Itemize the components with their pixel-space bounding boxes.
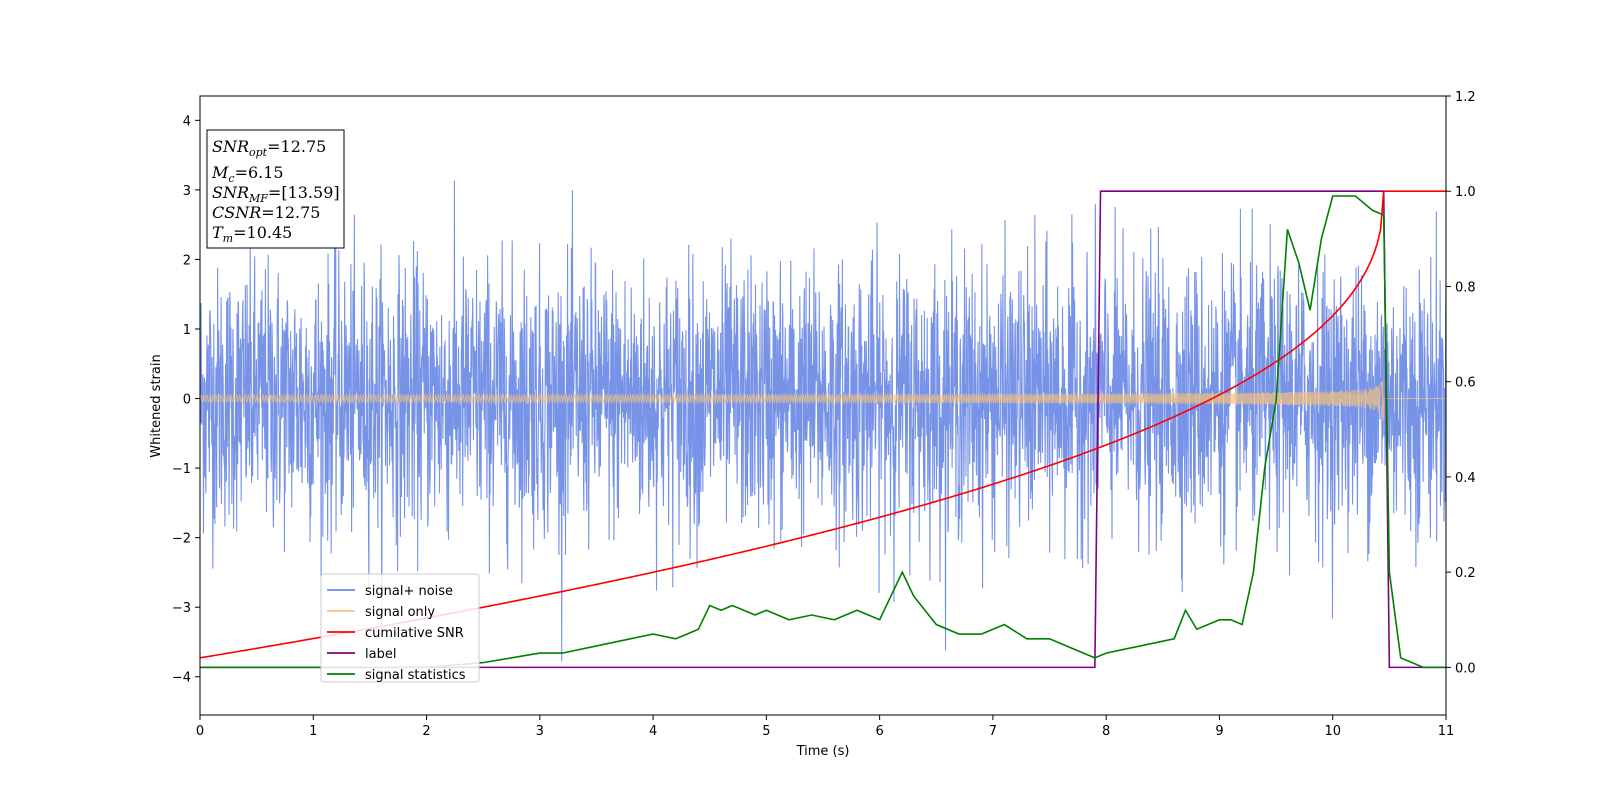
- x-tick-label-9: 9: [1215, 724, 1223, 739]
- series-signal-noise: [200, 180, 1446, 662]
- legend-label-3: label: [365, 647, 396, 662]
- info-box: SNRopt=12.75 Mc=6.15 SNRMF=[13.59] CSNR=…: [206, 129, 345, 249]
- x-tick-label-6: 6: [875, 724, 883, 739]
- y2-tick-label-6: 1.2: [1455, 90, 1476, 105]
- y-tick-label-7: 3: [183, 184, 191, 199]
- y-tick-label-1: −3: [172, 601, 191, 616]
- info-snr-mf: SNRMF=[13.59]: [212, 183, 340, 205]
- legend-label-1: signal only: [365, 605, 435, 620]
- info-mc: Mc=6.15: [211, 163, 284, 185]
- legend-frame: [320, 573, 480, 683]
- series-signal-statistics: [200, 195, 1446, 669]
- y2-tick-label-0: 0.0: [1455, 661, 1476, 676]
- y-tick-label-4: 0: [183, 393, 191, 408]
- legend-label-2: cumilative SNR: [365, 626, 464, 641]
- y-tick-label-3: −1: [172, 462, 191, 477]
- y2-tick-label-4: 0.8: [1455, 280, 1476, 295]
- series-signal-only: [200, 380, 1446, 422]
- legend-label-4: signal statistics: [365, 668, 466, 683]
- y2-tick-label-3: 0.6: [1455, 376, 1476, 391]
- series-label: [200, 190, 1446, 669]
- y-tick-label-5: 1: [183, 323, 191, 338]
- y2-tick-label-1: 0.2: [1455, 566, 1476, 581]
- x-tick-label-4: 4: [649, 724, 657, 739]
- x-tick-label-11: 11: [1438, 724, 1455, 739]
- info-csnr: CSNR=12.75: [212, 203, 320, 222]
- y-tick-label-6: 2: [183, 253, 191, 268]
- info-box-frame: [206, 129, 345, 249]
- y-tick-label-0: −4: [172, 671, 191, 686]
- info-snr-opt: SNRopt=12.75: [212, 137, 326, 159]
- legend: signal+ noise signal only cumilative SNR la…: [320, 573, 480, 683]
- legend-label-0: signal+ noise: [365, 584, 453, 599]
- x-tick-label-10: 10: [1324, 724, 1341, 739]
- y-axis-label: Whitened strain: [149, 354, 164, 457]
- x-tick-label-8: 8: [1102, 724, 1110, 739]
- info-tm: Tm=10.45: [212, 223, 292, 245]
- plot-frame: [199, 95, 1447, 716]
- axes-layer: 0 1 2 3 4 5 6 7 8 9 10 11 −4 −3 −2 −1 0 1 2 3 4 0.0 0.2 0.4 0.6 0…: [172, 90, 1476, 739]
- y-tick-label-8: 4: [183, 114, 191, 129]
- y2-tick-label-2: 0.4: [1455, 471, 1476, 486]
- x-tick-label-5: 5: [762, 724, 770, 739]
- y-tick-label-2: −2: [172, 532, 191, 547]
- x-tick-label-7: 7: [989, 724, 997, 739]
- x-tick-label-1: 1: [309, 724, 317, 739]
- x-axis-label: Time (s): [796, 744, 850, 759]
- y2-tick-label-5: 1.0: [1455, 185, 1476, 200]
- x-tick-label-0: 0: [196, 724, 204, 739]
- x-tick-label-2: 2: [422, 724, 430, 739]
- x-tick-label-3: 3: [536, 724, 544, 739]
